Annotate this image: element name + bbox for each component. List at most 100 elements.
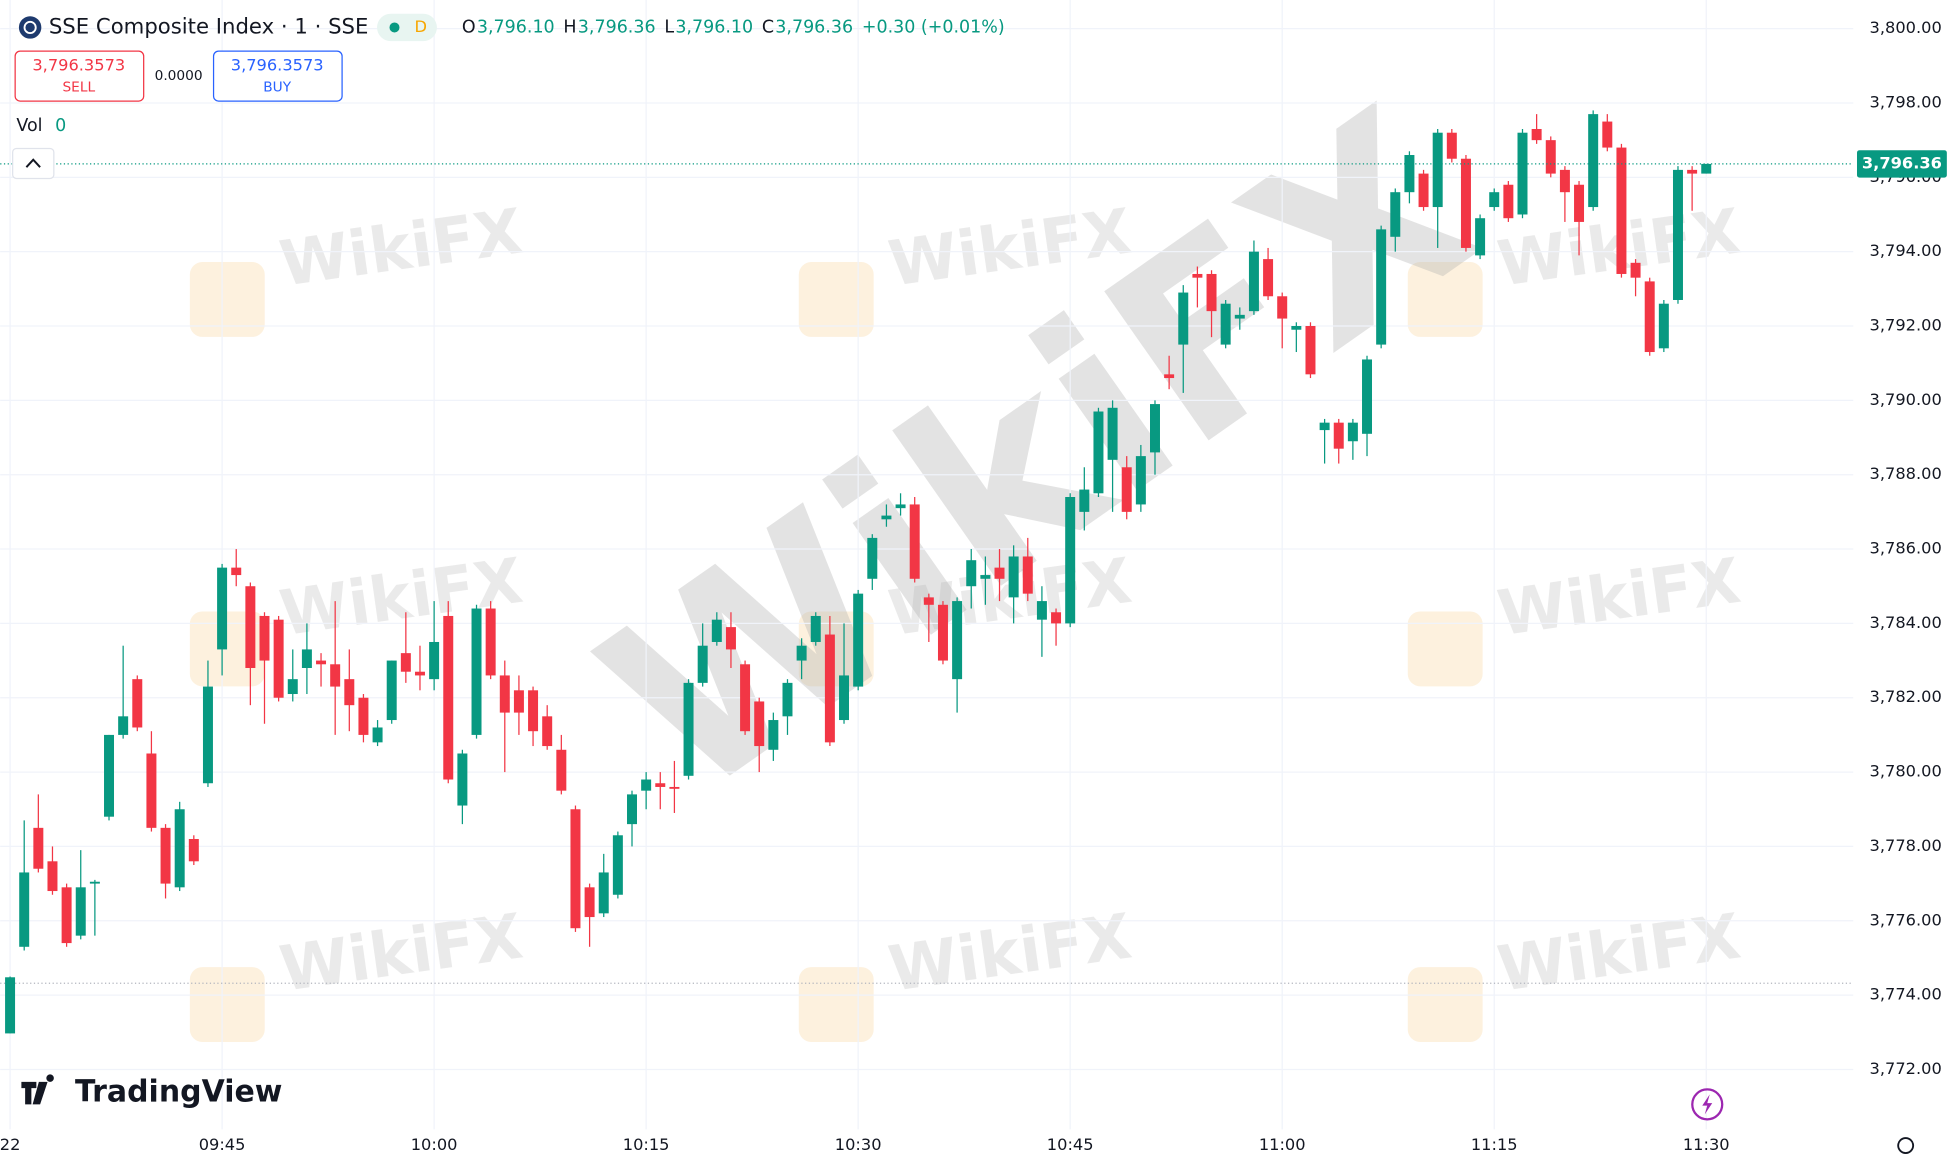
- collapse-button[interactable]: [12, 147, 55, 180]
- ohlc-key: O: [462, 17, 476, 37]
- candle-body: [1588, 114, 1599, 208]
- candle-body: [118, 716, 129, 735]
- candle-body: [358, 697, 369, 735]
- candle-body: [1701, 163, 1712, 174]
- candle-body: [471, 608, 482, 735]
- candle-body: [740, 664, 751, 732]
- ohlc-key: H: [563, 17, 576, 37]
- y-tick-label: 3,778.00: [1870, 836, 1942, 855]
- alert-icon[interactable]: [1691, 1088, 1724, 1121]
- candle-body: [1220, 303, 1231, 345]
- candle-body: [1093, 411, 1104, 494]
- ohlc-key: C: [762, 17, 774, 37]
- candle-body: [485, 608, 496, 676]
- candle-body: [231, 567, 242, 576]
- candle-body: [937, 604, 948, 661]
- candle-body: [1362, 359, 1373, 434]
- candle-body: [1248, 251, 1259, 312]
- candle-body: [89, 881, 100, 884]
- y-tick-label: 3,780.00: [1870, 762, 1942, 781]
- candle-body: [1022, 556, 1033, 594]
- y-tick-label: 3,772.00: [1870, 1059, 1942, 1078]
- candle-body: [627, 794, 637, 825]
- ohlc-value: 3,796.36: [578, 17, 656, 37]
- x-tick-label: 11:30: [1683, 1135, 1730, 1154]
- ohlc-value: 3,796.10: [477, 17, 555, 37]
- candle-body: [499, 675, 510, 713]
- watermark-badge: [189, 262, 265, 337]
- candle-body: [287, 679, 298, 695]
- candle-body: [1475, 218, 1486, 256]
- volume-value: 0: [55, 116, 66, 136]
- candle-body: [245, 586, 256, 668]
- y-tick-label: 3,792.00: [1870, 316, 1942, 335]
- candle-body: [513, 690, 524, 713]
- sell-button[interactable]: [14, 50, 145, 102]
- status-dot: [389, 22, 400, 33]
- candle-body: [1121, 467, 1132, 512]
- candle-body: [132, 679, 143, 728]
- candle-body: [301, 649, 312, 668]
- candle-body: [1602, 121, 1613, 148]
- candle-body: [1192, 273, 1203, 278]
- candle-body: [909, 504, 920, 579]
- candle-body: [612, 835, 623, 895]
- candle-body: [1432, 132, 1443, 208]
- x-tick-label: 10:15: [623, 1135, 670, 1154]
- candle-body: [19, 872, 30, 947]
- candle-body: [1390, 192, 1401, 237]
- watermark-badge: [189, 967, 265, 1042]
- x-tick-label: 10:00: [411, 1135, 458, 1154]
- candle-body: [174, 809, 185, 888]
- symbol-icon-ring: [23, 20, 37, 35]
- candle-body: [895, 504, 906, 509]
- candle-body: [1531, 128, 1542, 141]
- candle-body: [259, 615, 270, 661]
- candle-body: [1036, 601, 1047, 620]
- x-tick-label: 10:45: [1047, 1135, 1094, 1154]
- candle-body: [160, 827, 171, 884]
- ohlc-legend: O 3,796.10 H 3,796.36 L 3,796.10 C 3,796.36 +0.3…: [462, 17, 1005, 37]
- candle-body: [316, 660, 327, 665]
- candle-body: [980, 575, 991, 579]
- candle-body: [1277, 296, 1288, 319]
- y-tick-label: 3,788.00: [1870, 464, 1942, 483]
- x-tick-label: 10:30: [835, 1135, 882, 1154]
- candle-body: [1404, 155, 1415, 193]
- watermark-badge: [798, 262, 874, 337]
- watermark-badge: [1407, 611, 1483, 687]
- candle-body: [754, 701, 765, 747]
- candle-body: [1305, 326, 1316, 375]
- candle-body: [146, 753, 157, 828]
- candle-body: [824, 634, 835, 743]
- sell-price: 3,796.3573: [32, 56, 125, 75]
- candle-body: [1672, 169, 1683, 300]
- candle-body: [782, 682, 793, 717]
- candle-body: [61, 887, 72, 944]
- y-tick-label: 3,784.00: [1870, 613, 1942, 632]
- candle-body: [796, 645, 807, 661]
- candle-body: [1065, 497, 1076, 624]
- candle-body: [188, 838, 199, 862]
- tv-logo: [21, 1074, 54, 1105]
- ohlc-value: 3,796.36: [775, 17, 853, 37]
- y-tick-label: 3,786.00: [1870, 539, 1942, 558]
- watermark-badge: [1407, 967, 1483, 1042]
- candle-body: [867, 537, 878, 579]
- candle-body: [528, 690, 539, 732]
- candle-body: [372, 727, 383, 743]
- candle-body: [1644, 281, 1655, 353]
- change: +0.30 (+0.01%): [862, 17, 1005, 37]
- candle-body: [1164, 374, 1175, 379]
- buy-button[interactable]: [212, 50, 343, 102]
- volume-label: Vol: [16, 116, 42, 136]
- candle-body: [570, 809, 581, 929]
- candle-body: [655, 783, 666, 787]
- candle-body: [1687, 169, 1698, 174]
- settings-icon[interactable]: [1897, 1137, 1915, 1154]
- candle-body: [1630, 262, 1641, 278]
- y-tick-label: 3,782.00: [1870, 687, 1942, 706]
- x-tick-label: 22: [0, 1135, 20, 1154]
- candle-body: [1418, 173, 1429, 208]
- buy-price: 3,796.3573: [231, 56, 324, 75]
